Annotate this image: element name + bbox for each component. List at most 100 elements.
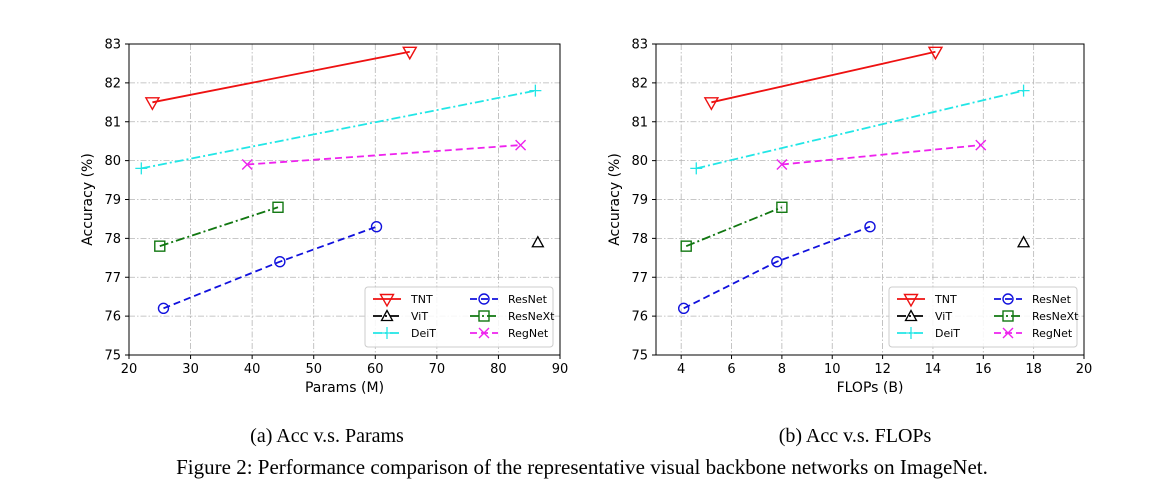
data-point-deit bbox=[1017, 84, 1030, 97]
legend-box bbox=[888, 286, 1078, 348]
series-deit bbox=[135, 84, 542, 175]
x-tick-label: 20 bbox=[1076, 362, 1093, 377]
legend-item-tnt: TNT bbox=[373, 293, 433, 308]
legend-label-deit: DeiT bbox=[935, 327, 960, 340]
legend-marker-resnext bbox=[1002, 310, 1014, 322]
data-point-resnet bbox=[864, 221, 876, 233]
legend-marker-regnet bbox=[478, 327, 490, 339]
data-point-regnet bbox=[241, 159, 253, 171]
chart-acc-vs-params: 20 30 40 50 60 70 80 90 75 76 77 78 79 80 81 82 83 Params… bbox=[80, 38, 568, 397]
legend-marker-vit bbox=[380, 309, 394, 322]
y-tick-label: 77 bbox=[631, 271, 648, 286]
legend-marker-resnet bbox=[478, 293, 490, 305]
legend-label-resnet: ResNet bbox=[508, 293, 548, 306]
x-tick-label: 50 bbox=[305, 362, 322, 377]
legend-item-regnet: RegNet bbox=[470, 327, 549, 340]
legend-marker-vit bbox=[904, 309, 918, 322]
x-tick-label: 14 bbox=[925, 362, 942, 377]
series-line-regnet bbox=[247, 144, 521, 166]
legend-item-deit: DeiT bbox=[373, 327, 436, 340]
legend-label-resnet: ResNet bbox=[1032, 293, 1072, 306]
legend-label-tnt: TNT bbox=[934, 293, 957, 306]
series-tnt bbox=[144, 46, 418, 111]
legend-label-resnext: ResNeXt bbox=[508, 310, 555, 323]
legend-label-vit: ViT bbox=[411, 310, 428, 323]
legend-marker-regnet bbox=[1002, 327, 1014, 339]
series-line-deit bbox=[141, 89, 536, 170]
data-point-tnt bbox=[402, 46, 418, 61]
legend-label-regnet: RegNet bbox=[508, 327, 549, 340]
series-line-resnet bbox=[683, 225, 871, 310]
x-tick-label: 20 bbox=[121, 362, 138, 377]
legend-item-vit: ViT bbox=[373, 309, 428, 323]
series-line-tnt bbox=[711, 50, 936, 104]
legend-marker-tnt bbox=[379, 293, 395, 308]
data-point-resnet bbox=[157, 302, 170, 315]
series-line-deit bbox=[696, 89, 1024, 170]
legend-label-resnext: ResNeXt bbox=[1032, 310, 1079, 323]
series-vit bbox=[531, 235, 545, 248]
legend-item-resnet: ResNet bbox=[470, 293, 548, 306]
y-tick-label: 78 bbox=[104, 232, 121, 247]
y-tick-label: 80 bbox=[104, 154, 121, 169]
x-tick-label: 70 bbox=[429, 362, 446, 377]
data-point-resnext bbox=[154, 240, 166, 252]
y-tick-label: 75 bbox=[104, 349, 121, 364]
y-tick-label: 79 bbox=[631, 193, 648, 208]
x-axis-label: FLOPs (B) bbox=[837, 380, 904, 396]
data-point-regnet bbox=[515, 139, 527, 151]
subcaption-a: (a) Acc v.s. Params bbox=[250, 425, 404, 447]
x-tick-label: 30 bbox=[182, 362, 199, 377]
y-tick-label: 78 bbox=[631, 232, 648, 247]
series-regnet bbox=[776, 139, 987, 171]
legend-marker-tnt bbox=[903, 293, 919, 308]
y-tick-label: 79 bbox=[104, 193, 121, 208]
y-tick-label: 82 bbox=[104, 76, 121, 91]
legend-marker-resnext bbox=[478, 310, 490, 322]
y-tick-label: 82 bbox=[631, 76, 648, 91]
x-tick-label: 4 bbox=[677, 362, 685, 377]
series-line-resnet bbox=[163, 225, 377, 310]
legend-item-vit: ViT bbox=[897, 309, 952, 323]
data-point-resnet bbox=[771, 256, 783, 268]
series-tnt bbox=[703, 46, 944, 111]
legend-marker-deit bbox=[381, 327, 393, 339]
legend-item-regnet: RegNet bbox=[994, 327, 1073, 340]
chart-acc-vs-flops: 4 6 8 10 12 14 16 18 20 75 76 77 78 79 80 81 82 83 FLOPs (… bbox=[607, 38, 1092, 397]
series-resnext bbox=[680, 201, 788, 252]
data-point-resnet bbox=[370, 221, 383, 233]
y-tick-label: 76 bbox=[631, 310, 648, 325]
x-tick-label: 16 bbox=[975, 362, 992, 377]
data-point-regnet bbox=[975, 139, 987, 151]
data-point-vit bbox=[531, 235, 545, 248]
data-point-deit bbox=[529, 84, 542, 97]
legend: TNT ViT DeiT ResNet ResNeXt RegNet bbox=[888, 286, 1079, 348]
y-tick-label: 77 bbox=[104, 271, 121, 286]
legend-item-resnet: ResNet bbox=[994, 293, 1072, 306]
x-tick-label: 80 bbox=[490, 362, 507, 377]
y-tick-label: 80 bbox=[631, 154, 648, 169]
x-tick-label: 6 bbox=[727, 362, 735, 377]
legend-item-tnt: TNT bbox=[897, 293, 957, 308]
figure-caption: Figure 2: Performance comparison of the … bbox=[176, 455, 988, 479]
data-point-deit bbox=[135, 162, 148, 175]
legend-item-resnext: ResNeXt bbox=[994, 310, 1079, 323]
y-tick-label: 83 bbox=[631, 38, 648, 53]
y-tick-label: 81 bbox=[631, 115, 648, 130]
data-point-resnext bbox=[272, 201, 284, 213]
series-line-resnext bbox=[159, 206, 279, 248]
subcaption-b: (b) Acc v.s. FLOPs bbox=[778, 425, 932, 447]
grid bbox=[656, 43, 1085, 356]
y-tick-label: 81 bbox=[104, 115, 121, 130]
series-line-tnt bbox=[152, 50, 410, 104]
x-tick-label: 40 bbox=[244, 362, 261, 377]
x-axis-label: Params (M) bbox=[305, 380, 384, 396]
data-point-resnext bbox=[680, 240, 692, 252]
data-point-tnt bbox=[144, 97, 161, 111]
legend-label-regnet: RegNet bbox=[1032, 327, 1073, 340]
data-point-tnt bbox=[703, 97, 720, 111]
legend: TNT ViT DeiT ResNet ResNeXt RegNet bbox=[364, 286, 555, 348]
y-tick-label: 83 bbox=[104, 38, 121, 53]
series-vit bbox=[1016, 235, 1031, 248]
legend-item-deit: DeiT bbox=[897, 327, 960, 340]
